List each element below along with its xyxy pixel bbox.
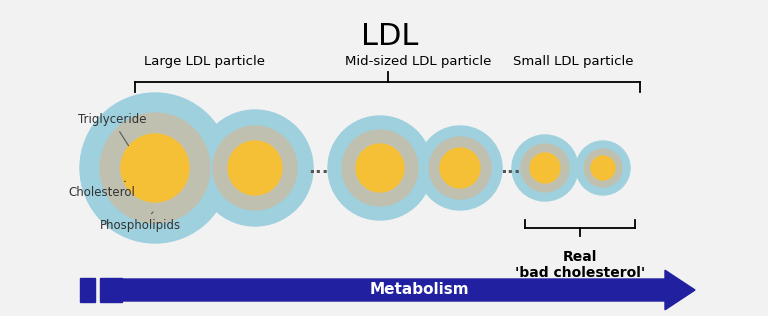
Ellipse shape — [213, 126, 297, 210]
Text: ...: ... — [500, 159, 520, 177]
Bar — [80, 278, 95, 302]
Text: Metabolism: Metabolism — [369, 283, 468, 297]
Ellipse shape — [576, 141, 630, 195]
Ellipse shape — [80, 93, 230, 243]
Ellipse shape — [530, 153, 560, 183]
Ellipse shape — [418, 126, 502, 210]
Text: Real
'bad cholesterol': Real 'bad cholesterol' — [515, 250, 645, 280]
Ellipse shape — [440, 148, 480, 188]
Text: Large LDL particle: Large LDL particle — [144, 56, 266, 69]
Text: Mid-sized LDL particle: Mid-sized LDL particle — [345, 56, 492, 69]
Ellipse shape — [121, 134, 189, 202]
Text: Small LDL particle: Small LDL particle — [513, 56, 634, 69]
Text: LDL: LDL — [361, 22, 419, 51]
Ellipse shape — [512, 135, 578, 201]
Text: Triglyceride: Triglyceride — [78, 113, 147, 146]
Ellipse shape — [584, 149, 622, 187]
FancyArrow shape — [118, 270, 695, 310]
Ellipse shape — [100, 113, 210, 223]
Ellipse shape — [328, 116, 432, 220]
Text: ...: ... — [308, 159, 328, 177]
Ellipse shape — [429, 137, 491, 199]
Ellipse shape — [342, 130, 418, 206]
Ellipse shape — [591, 156, 615, 180]
Text: Phospholipids: Phospholipids — [100, 212, 181, 232]
Ellipse shape — [228, 141, 282, 195]
Ellipse shape — [521, 144, 569, 192]
Text: Cholesterol: Cholesterol — [68, 181, 135, 198]
Ellipse shape — [356, 144, 404, 192]
Ellipse shape — [197, 110, 313, 226]
Bar — [100, 278, 122, 302]
